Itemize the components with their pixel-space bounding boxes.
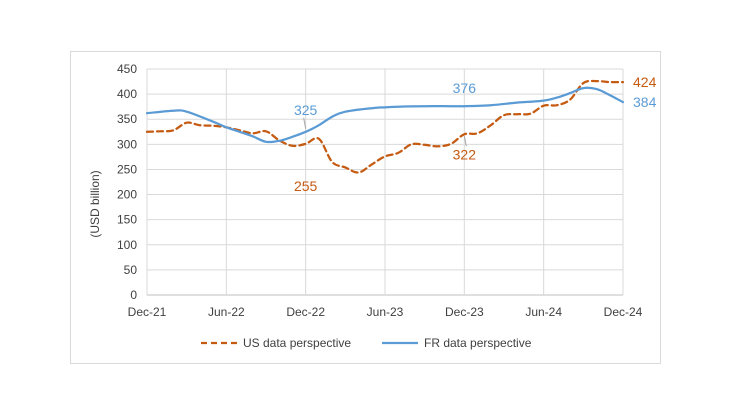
y-tick-label: 0 [130, 288, 137, 302]
x-tick-label: Dec-22 [286, 305, 325, 319]
data-label-leader [463, 136, 467, 147]
y-tick-label: 150 [117, 213, 137, 227]
data-label: 424 [633, 74, 657, 90]
data-label: 325 [294, 102, 318, 118]
y-tick-label: 450 [117, 62, 137, 76]
y-tick-label: 300 [117, 137, 137, 151]
data-label: 255 [294, 178, 318, 194]
x-tick-label: Dec-21 [128, 305, 167, 319]
y-axis-title: (USD billion) [88, 170, 102, 237]
y-tick-label: 50 [124, 263, 138, 277]
x-tick-label: Jun-24 [525, 305, 562, 319]
x-tick-label: Jun-23 [367, 305, 404, 319]
y-tick-label: 100 [117, 238, 137, 252]
series-line [145, 86, 625, 144]
x-tick-label: Jun-22 [208, 305, 245, 319]
y-tick-label: 200 [117, 188, 137, 202]
legend-label: FR data perspective [424, 336, 532, 350]
axis-ticks: 0 50 100 150 200 250 300 350 400 450 Dec-21 Jun-22 D… [117, 62, 643, 319]
x-tick-label: Dec-24 [604, 305, 643, 319]
data-label-leader [303, 117, 307, 129]
line-chart: 0 50 100 150 200 250 300 350 400 450 Dec-21 Jun-22 D… [88, 62, 657, 350]
y-tick-label: 400 [117, 87, 137, 101]
data-label: 322 [453, 146, 477, 162]
data-labels: 255 322 424 325 376 384 [294, 74, 657, 194]
chart-frame: 0 50 100 150 200 250 300 350 400 450 Dec-21 Jun-22 D… [70, 51, 661, 364]
legend-label: US data perspective [243, 336, 351, 350]
y-tick-label: 350 [117, 112, 137, 126]
y-tick-label: 250 [117, 162, 137, 176]
legend: US data perspective FR data perspective [201, 336, 532, 350]
series [145, 79, 625, 174]
data-label: 384 [633, 94, 657, 110]
grid [146, 68, 624, 296]
data-label: 376 [453, 80, 477, 96]
x-tick-label: Dec-23 [445, 305, 484, 319]
